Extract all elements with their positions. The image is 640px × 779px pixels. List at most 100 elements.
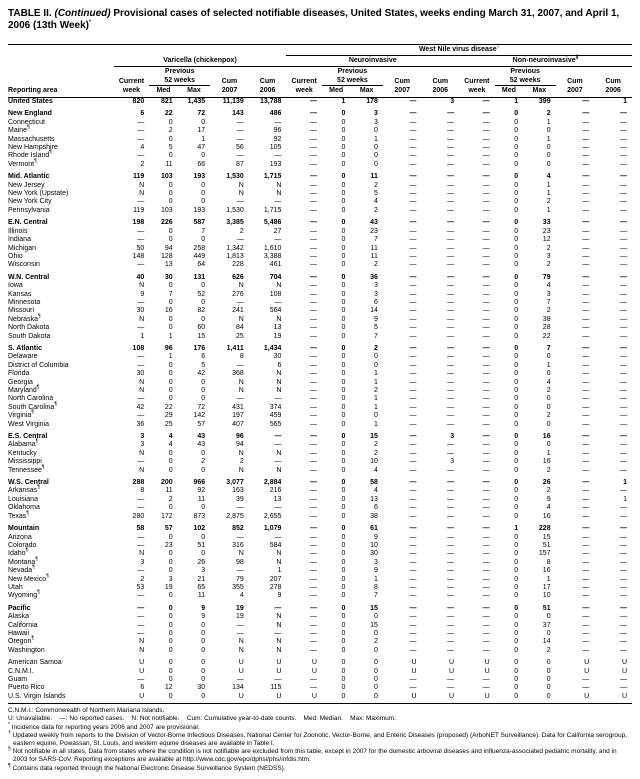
cell: 0 — [514, 567, 519, 575]
cell: 0 — [341, 307, 346, 315]
cell: N — [238, 449, 244, 457]
cell: 0 — [341, 646, 346, 654]
table-row: W.N. Central 40 30 131 626 704 — 0 36 — — — 0 79 — — — [8, 270, 632, 282]
cell: 0 — [341, 261, 346, 269]
cell: 0 — [514, 433, 519, 441]
cell: — — [309, 629, 317, 637]
cell: — — [620, 344, 627, 352]
cell: 0 — [168, 387, 173, 394]
cell: 0 — [514, 659, 519, 667]
cell: 4 — [546, 282, 551, 290]
cell: — — [620, 420, 627, 428]
cell: 9 — [201, 604, 206, 612]
cell: — — [582, 190, 590, 198]
cell: — — [137, 533, 145, 541]
cell: 7 — [201, 227, 206, 235]
cell: 0 — [201, 181, 206, 189]
row-label: Wyoming¶ — [8, 590, 40, 600]
cell: — — [482, 412, 490, 420]
cell: — — [447, 152, 455, 160]
cell: — — [409, 290, 417, 298]
cell: — — [582, 525, 590, 533]
cell: 9 — [201, 613, 206, 621]
cell: 0 — [514, 144, 519, 152]
table-row: Colorado — 23 51 316 584 — 0 10 — — — 0 51 — — — [8, 542, 632, 550]
cell: 1 — [546, 575, 551, 583]
cell: — — [620, 441, 627, 449]
spacer-cell — [383, 67, 422, 77]
cell: — — [409, 332, 417, 340]
cell: 94 — [164, 244, 173, 252]
table-row: Arizona — 0 0 — — — 0 9 — — — 0 15 — — — [8, 534, 632, 542]
data-table: West Nile virus disease† Varicella (chic… — [8, 44, 632, 705]
cell: — — [309, 332, 317, 340]
cell: 0 — [373, 152, 378, 160]
cell: 2 — [373, 261, 378, 269]
cell: 0 — [514, 592, 519, 600]
table-row: District of Columbia — 0 5 — 6 — 0 0 — — — 0 1 — — — [8, 362, 632, 370]
cell: 0 — [341, 395, 346, 403]
cell: 9 — [373, 533, 378, 541]
cell: 288 — [132, 479, 145, 487]
cell: — — [274, 433, 282, 441]
cell: — — [137, 135, 145, 143]
cell: 1,530 — [226, 173, 244, 181]
cell: 51 — [197, 541, 206, 549]
cell: — — [137, 236, 145, 244]
cell: — — [447, 441, 455, 449]
cell: — — [620, 127, 627, 135]
cell: — — [482, 370, 490, 378]
cell: 30 — [164, 273, 173, 281]
cell: 0 — [201, 378, 206, 386]
row-label: Louisiana — [8, 495, 38, 503]
cell: — — [409, 198, 417, 206]
cell: 16 — [542, 512, 551, 520]
cell: — — [582, 449, 590, 457]
cell: — — [309, 344, 317, 352]
cell: 30 — [273, 353, 282, 361]
cell: 0 — [341, 629, 346, 637]
cell: 0 — [201, 659, 206, 667]
cell: — — [137, 324, 145, 332]
group-header-varicella: Varicella (chickenpox) — [113, 55, 287, 67]
table-row: Oklahoma — 0 0 — — — 0 6 — — — 0 4 — — — [8, 504, 632, 512]
cell: 9 — [277, 592, 282, 600]
cell: 36 — [136, 420, 145, 428]
cell: — — [274, 152, 282, 160]
cell: — — [309, 190, 317, 198]
row-label: Minnesota — [8, 298, 41, 306]
cell: — — [309, 152, 317, 160]
cell: — — [409, 558, 417, 566]
cell: — — [620, 135, 627, 143]
cell: 9 — [546, 495, 551, 503]
cell: 0 — [546, 676, 551, 683]
cell: — — [409, 160, 417, 168]
table-row: Idaho¶ N 0 0 N N — 0 30 — — — 0 157 — — — [8, 548, 632, 558]
cell: 3 — [546, 252, 551, 260]
table-row: Kentucky N 0 0 N N — 0 2 — — — 0 1 — — — [8, 450, 632, 458]
cell: — — [137, 395, 145, 403]
cell: — — [482, 487, 490, 495]
cell: 66 — [197, 160, 206, 168]
cell: 0 — [514, 181, 519, 189]
cell: 1 — [514, 98, 519, 105]
cell: — — [620, 676, 627, 683]
table-row: W.S. Central 288 200 966 3,077 2,884 — 0 58 — — — 0 2… — [8, 475, 632, 487]
cell: 0 — [168, 181, 173, 189]
cell: 0 — [514, 173, 519, 181]
cell: 0 — [514, 152, 519, 160]
row-label: Pennsylvania — [8, 206, 50, 214]
cell: 0 — [341, 282, 346, 290]
group-header-non-neuroinvasive: Non-neuroinvasive§ — [459, 55, 632, 67]
cell: 2 — [168, 495, 173, 503]
cell: 176 — [193, 344, 206, 352]
cell: — — [582, 629, 590, 637]
cell: N — [276, 613, 282, 621]
cell: — — [482, 236, 490, 244]
cell: — — [620, 324, 627, 332]
cell: 0 — [168, 667, 173, 675]
table-row: New Jersey N 0 0 N N — 0 2 — — — 0 1 — — — [8, 182, 632, 190]
cell: 108 — [269, 290, 282, 298]
cell: — — [482, 420, 490, 428]
cell: — — [236, 135, 244, 143]
